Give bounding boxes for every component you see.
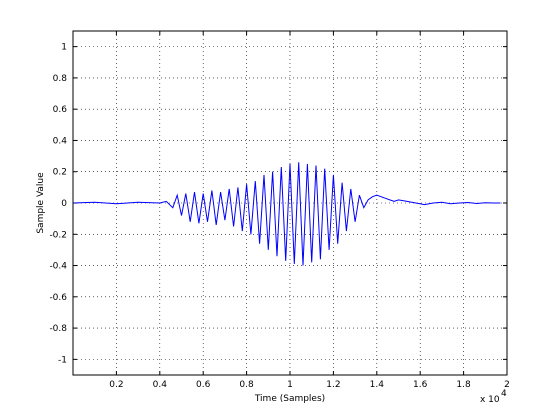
x-tick-label: 0.4 <box>153 380 168 390</box>
x-axis-multiplier: x 10 <box>480 395 500 405</box>
x-tick-label: 1.2 <box>326 380 340 390</box>
x-tick-label: 0.6 <box>196 380 211 390</box>
tick-marks <box>73 31 508 375</box>
y-tick-label: 0 <box>61 199 67 209</box>
y-tick-label: 0.4 <box>53 136 68 146</box>
y-tick-label: -0.2 <box>49 230 67 240</box>
y-tick-label: -0.6 <box>49 293 67 303</box>
x-axis-label: Time (Samples) <box>254 394 325 404</box>
y-axis-label: Sample Value <box>36 172 46 234</box>
x-tick-label: 1.6 <box>413 380 428 390</box>
x-tick-label: 0.2 <box>109 380 123 390</box>
y-tick-label: 0.6 <box>53 105 68 115</box>
x-tick-label: 1 <box>287 380 293 390</box>
y-tick-label: 0.2 <box>53 168 67 178</box>
y-tick-label: 0.8 <box>53 74 68 84</box>
y-tick-label: -1 <box>58 355 67 365</box>
y-tick-labels: -1 -0.8 -0.6 -0.4 -0.2 0 0.2 0.4 0.6 0.8 1 <box>49 43 67 366</box>
y-tick-label: -0.4 <box>49 262 67 272</box>
x-axis-multiplier-exponent: 4 <box>501 389 507 399</box>
plot-frame <box>72 30 508 376</box>
y-tick-label: -0.8 <box>49 324 67 334</box>
x-tick-labels: 0.2 0.4 0.6 0.8 1 1.2 1.4 1.6 1.8 2 <box>109 380 510 390</box>
x-tick-label: 0.8 <box>239 380 254 390</box>
x-tick-label: 1.8 <box>456 380 471 390</box>
y-tick-label: 1 <box>61 43 67 53</box>
x-tick-label: 1.4 <box>370 380 385 390</box>
waveform-series-line <box>72 162 501 266</box>
x-tick-label: 2 <box>504 380 510 390</box>
